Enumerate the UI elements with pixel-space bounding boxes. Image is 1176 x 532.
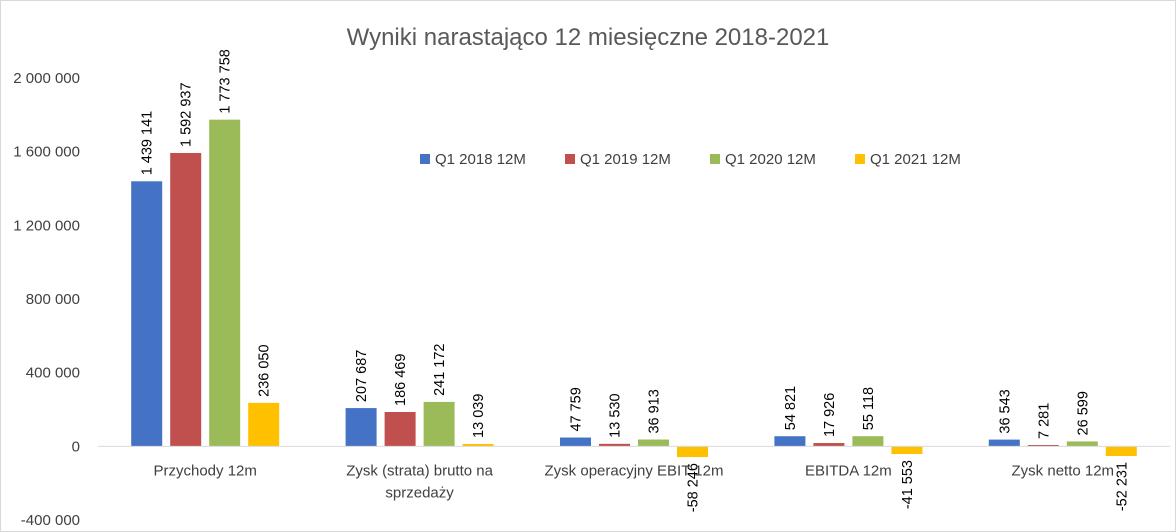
data-label: -58 246 (686, 463, 702, 512)
data-label: 26 599 (1075, 391, 1091, 435)
chart-title: Wyniki narastająco 12 miesięczne 2018-20… (347, 24, 830, 51)
legend-label: Q1 2019 12M (580, 151, 671, 168)
plot-area: 1 439 141 1 592 937 1 773 758 236 050 207 68… (131, 49, 1137, 512)
y-tick-label: -400 000 (21, 512, 80, 529)
data-label: 13 039 (471, 394, 487, 438)
bar (813, 443, 845, 447)
category-label: EBITDA 12m (805, 462, 892, 479)
bar (774, 436, 806, 447)
data-label: 1 439 141 (140, 111, 156, 176)
data-label: 1 592 937 (179, 82, 195, 147)
data-label: 17 926 (822, 393, 838, 437)
category-label: Zysk netto 12m (1012, 462, 1115, 479)
category-label: Przychody 12m (154, 462, 257, 479)
bar (1027, 444, 1059, 447)
bar (852, 436, 884, 447)
data-label: 186 469 (393, 354, 409, 406)
bar (560, 437, 591, 447)
data-label: 47 759 (569, 387, 585, 431)
bar (677, 446, 708, 458)
data-label: -41 553 (900, 460, 916, 509)
data-label: 36 543 (997, 389, 1013, 433)
bar (1105, 446, 1137, 456)
y-tick-label: 800 000 (26, 291, 80, 308)
data-label: 241 172 (432, 343, 448, 395)
x-axis: Przychody 12m Zysk (strata) brutto na sprz… (98, 445, 1170, 501)
bar (423, 401, 455, 447)
y-tick-label: 400 000 (26, 365, 80, 382)
data-label: 7 281 (1036, 403, 1052, 439)
category-label: Zysk (strata) brutto na sprzedaży (346, 462, 493, 501)
data-label: 236 050 (257, 344, 273, 396)
bar (891, 446, 923, 454)
legend-swatch (420, 154, 430, 164)
legend: Q1 2018 12M Q1 2019 12M Q1 2020 12M Q1 2021… (420, 151, 961, 168)
y-axis: -400 000 0 400 000 800 000 1 200 000 1 600 00… (13, 70, 80, 529)
data-label: 13 530 (608, 393, 624, 437)
legend-swatch (565, 154, 575, 164)
data-label: 55 118 (861, 387, 877, 430)
bar (638, 439, 669, 447)
y-tick-label: 1 600 000 (13, 144, 80, 161)
data-label: 36 913 (647, 389, 663, 433)
y-tick-label: 1 200 000 (13, 217, 80, 234)
bar (462, 443, 494, 447)
data-label: 54 821 (783, 386, 799, 430)
data-label: 207 687 (354, 350, 370, 402)
y-tick-label: 2 000 000 (13, 70, 80, 87)
legend-label: Q1 2018 12M (435, 151, 526, 168)
bar (248, 402, 280, 447)
data-label: 1 773 758 (218, 49, 234, 114)
bar (599, 443, 630, 447)
data-label: -52 231 (1114, 462, 1130, 511)
legend-swatch (855, 154, 865, 164)
category-label: Zysk operacyjny EBIT 12m (545, 462, 724, 479)
bar (131, 181, 163, 447)
bar (170, 152, 202, 447)
legend-label: Q1 2021 12M (870, 151, 961, 168)
y-tick-label: 0 (72, 438, 80, 455)
bar (384, 411, 416, 447)
legend-label: Q1 2020 12M (725, 151, 816, 168)
bar (988, 439, 1020, 447)
legend-swatch (710, 154, 720, 164)
bar (209, 119, 241, 447)
bar (345, 408, 377, 447)
bar (1066, 441, 1098, 447)
